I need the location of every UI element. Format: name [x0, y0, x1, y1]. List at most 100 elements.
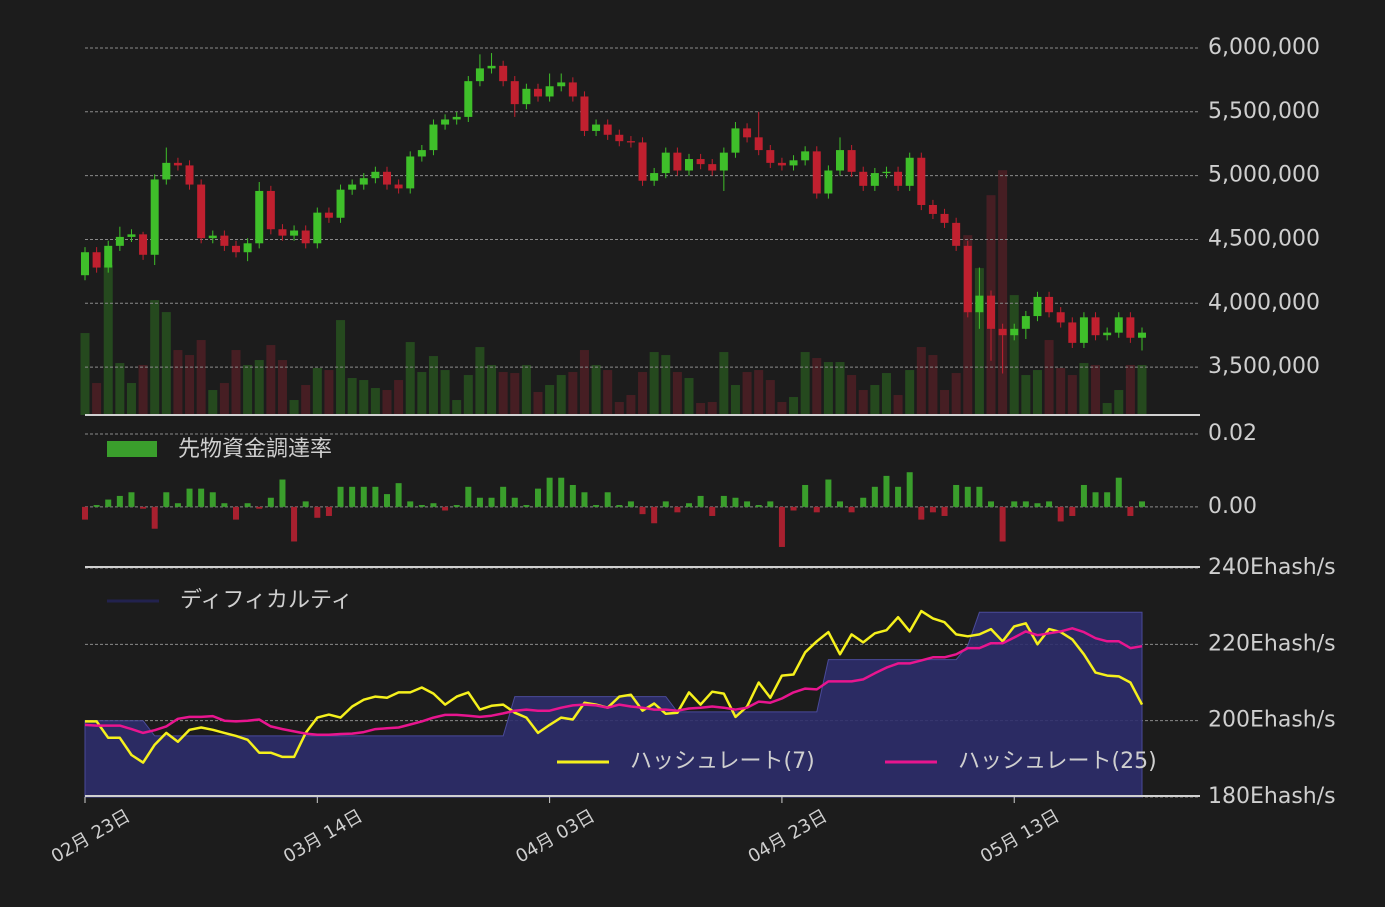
volume-bar — [475, 347, 485, 415]
volume-bar — [707, 402, 717, 415]
y-tick-label: 200Ehash/s — [1208, 708, 1336, 733]
legend-label: ハッシュレート(25) — [958, 749, 1157, 774]
funding-bar — [1057, 506, 1064, 522]
funding-bar — [651, 506, 658, 524]
funding-bar — [744, 501, 751, 507]
volume-bar — [638, 372, 648, 415]
funding-bar — [116, 495, 123, 507]
funding-bar — [325, 506, 332, 516]
candle-body — [1021, 316, 1030, 329]
funding-bar — [581, 492, 588, 507]
funding-bar — [1011, 501, 1018, 507]
volume-bar — [103, 265, 113, 415]
candle-body — [1091, 317, 1100, 336]
volume-bar — [742, 372, 752, 415]
candle-body — [243, 243, 252, 253]
funding-bar — [906, 472, 913, 507]
funding-bar — [93, 505, 100, 507]
funding-bar — [511, 497, 518, 507]
candle-body — [441, 119, 450, 125]
funding-bar — [535, 488, 541, 507]
y-tick-label: 0.02 — [1208, 421, 1257, 446]
funding-bar — [929, 506, 936, 513]
candle-body — [696, 159, 705, 165]
candle-body — [1045, 296, 1054, 313]
candle-body — [824, 170, 833, 194]
candle-body — [185, 165, 194, 185]
y-tick-label: 3,500,000 — [1208, 354, 1320, 379]
candle-body — [731, 128, 740, 153]
candle-body — [266, 190, 275, 230]
volume-bar — [1137, 365, 1147, 415]
funding-bar — [128, 492, 135, 507]
volume-bar — [1114, 390, 1124, 415]
funding-bar — [895, 486, 902, 507]
funding-bar — [837, 501, 843, 507]
funding-bar — [604, 492, 611, 507]
candle-body — [313, 212, 322, 244]
volume-bar — [1091, 365, 1101, 415]
funding-bar — [337, 486, 344, 507]
candle-body — [359, 178, 368, 185]
candle-body — [626, 141, 635, 143]
candle-body — [545, 86, 554, 97]
funding-bar — [372, 486, 379, 507]
funding-bar — [546, 477, 553, 507]
funding-bar — [174, 503, 181, 507]
candle-body — [661, 152, 670, 174]
funding-bar — [1127, 506, 1134, 516]
candle-body — [510, 81, 519, 105]
funding-bar — [302, 501, 309, 507]
volume-bar — [243, 365, 253, 415]
funding-bar — [82, 506, 88, 520]
volume-bar — [498, 372, 508, 415]
y-tick-label: 5,500,000 — [1208, 99, 1320, 124]
funding-bar — [686, 503, 692, 507]
funding-bar — [186, 488, 193, 507]
volume-bar — [289, 400, 299, 415]
funding-bar — [1115, 477, 1122, 507]
candle-body — [1138, 332, 1146, 338]
y-tick-label: 240Ehash/s — [1208, 555, 1336, 580]
volume-bar — [545, 385, 555, 415]
funding-bar — [1092, 492, 1099, 507]
candle-body — [162, 162, 171, 180]
candle-body — [290, 230, 299, 236]
candle-body — [685, 159, 693, 171]
funding-bar — [209, 492, 216, 507]
funding-bar — [1034, 503, 1041, 507]
funding-bar — [1069, 506, 1076, 516]
candle-body — [1079, 317, 1088, 343]
candle-body — [499, 65, 508, 82]
volume-bar — [800, 352, 810, 415]
candle-body — [615, 134, 624, 142]
volume-bar — [1102, 403, 1112, 415]
volume-bar — [196, 340, 206, 415]
volume-bar — [208, 390, 218, 415]
volume-bar — [684, 378, 694, 415]
funding-bar — [105, 499, 112, 507]
candle-body — [905, 157, 914, 186]
candle-body — [150, 179, 159, 255]
y-tick-label: 220Ehash/s — [1208, 631, 1336, 656]
candle-body — [1056, 312, 1065, 323]
volume-bar — [672, 372, 682, 415]
candle-body — [917, 157, 926, 205]
funding-bar — [732, 497, 739, 507]
volume-bar — [394, 380, 404, 415]
candle-body — [557, 82, 566, 87]
candle-body — [894, 171, 903, 186]
volume-bar — [940, 390, 950, 415]
candle-body — [592, 124, 601, 131]
funding-bar — [871, 486, 878, 507]
volume-bar — [1067, 375, 1077, 415]
funding-bar — [244, 503, 251, 507]
funding-bar — [1046, 501, 1053, 507]
legend-label: 先物資金調達率 — [178, 437, 332, 462]
candle-body — [173, 162, 182, 166]
volume-bar — [452, 400, 462, 415]
candle-body — [208, 235, 217, 239]
candle-body — [998, 328, 1007, 336]
candle-body — [1114, 317, 1123, 333]
